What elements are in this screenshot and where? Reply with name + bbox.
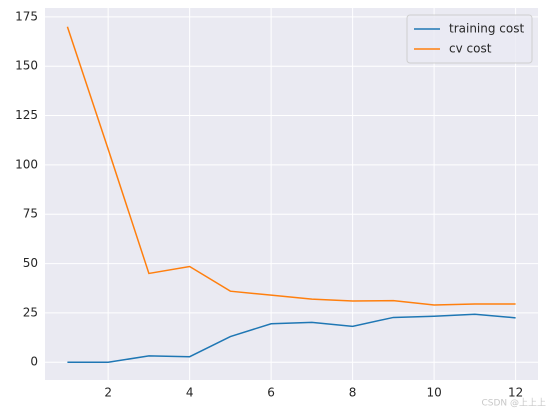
y-tick-label: 50: [23, 256, 38, 270]
x-tick-label: 12: [508, 386, 523, 400]
legend-box: [406, 14, 533, 64]
legend-label: cv cost: [449, 42, 492, 56]
watermark: CSDN @上上上: [481, 398, 546, 409]
line: [66, 26, 516, 306]
y-tick-label: 175: [15, 9, 38, 23]
y-tick-label: 150: [15, 59, 38, 73]
y-tick-label: 100: [15, 157, 38, 171]
legend-label: training cost: [449, 22, 524, 36]
x-tick-label: 8: [349, 386, 357, 400]
y-tick-label: 25: [23, 305, 38, 319]
x-tick-label: 6: [267, 386, 275, 400]
x-tick-label: 4: [186, 386, 194, 400]
line: [67, 313, 516, 363]
x-tick-label: 2: [104, 386, 112, 400]
y-tick-label: 125: [15, 108, 38, 122]
y-tick-label: 0: [30, 355, 38, 369]
x-tick-label: 10: [426, 386, 441, 400]
y-tick-label: 75: [23, 207, 38, 221]
plot-area: [45, 8, 538, 380]
